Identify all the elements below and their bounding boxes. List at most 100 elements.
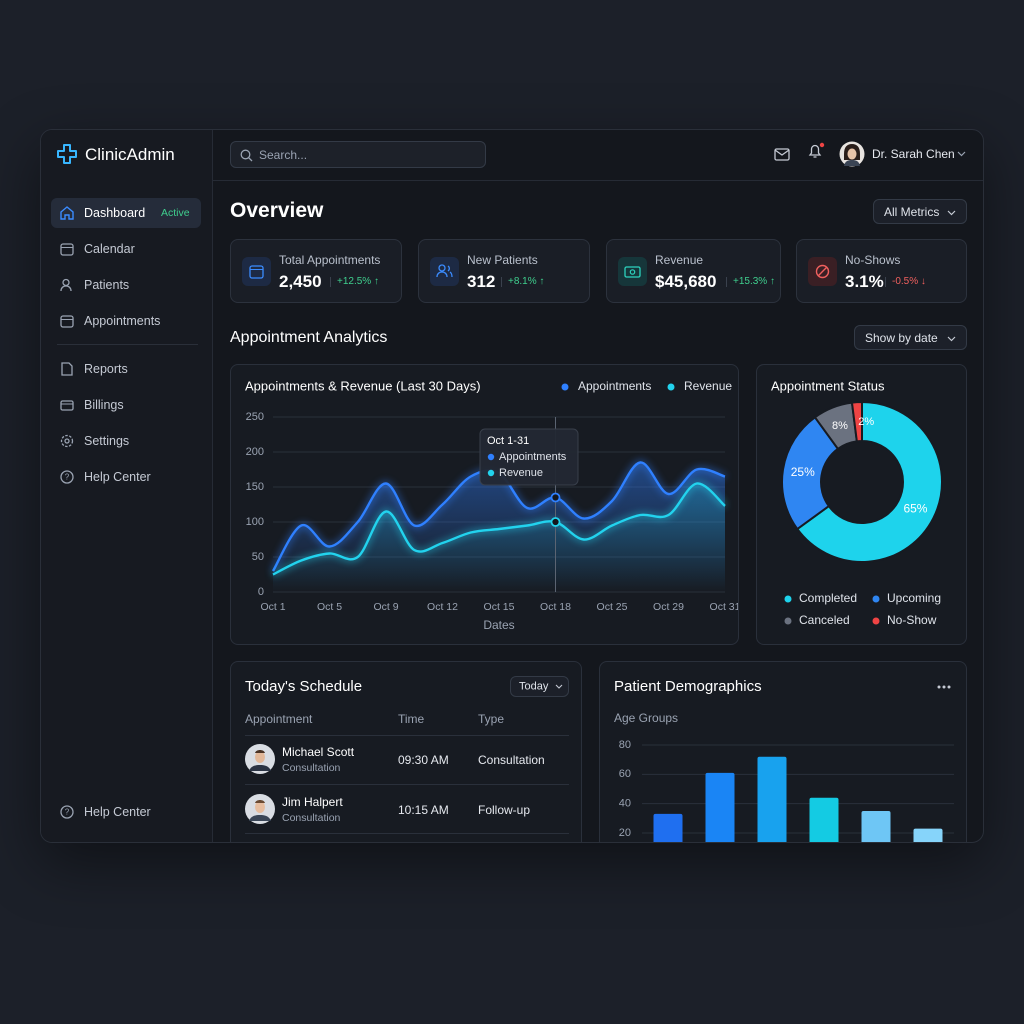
- bell-icon[interactable]: [807, 142, 825, 160]
- appointment-type: Consultation: [478, 753, 545, 767]
- nav-item[interactable]: Reports: [51, 354, 201, 384]
- donut-slice: [850, 400, 863, 443]
- y-tick-label: 150: [246, 481, 264, 493]
- patient-avatar: [245, 744, 275, 774]
- legend-dot: [784, 617, 792, 625]
- legend-label: Completed: [799, 591, 857, 605]
- metrics-filter[interactable]: All Metrics: [873, 199, 967, 224]
- donut-chart-panel: Appointment Status 65% 25% 8% 2% Completed Up…: [756, 364, 967, 645]
- chevron: [947, 336, 956, 342]
- legend-label: Upcoming: [887, 591, 941, 605]
- row-divider: [245, 735, 569, 736]
- kpi-icon: [808, 257, 837, 286]
- nav-icon: [60, 278, 72, 292]
- kpi-label: New Patients: [467, 253, 538, 267]
- nav-icon: ?: [60, 470, 74, 484]
- bar: [705, 772, 735, 842]
- appointment-type: Follow-up: [478, 803, 531, 817]
- patient-name: Michael Scott: [282, 745, 355, 759]
- sidebar: ClinicAdmin Dashboard Active Calendar Pa…: [41, 130, 213, 842]
- y-tick-label: 100: [246, 516, 264, 528]
- nav-item[interactable]: Dashboard Active: [51, 198, 201, 228]
- nav-label: Billings: [84, 398, 124, 412]
- schedule-panel: Today's Schedule Today Appointment Time …: [230, 661, 582, 842]
- logo-icon: [57, 144, 77, 164]
- nav-icon: [60, 206, 74, 220]
- kpi-icon: [430, 257, 459, 286]
- legend-dot: [872, 617, 880, 625]
- legend-label: No-Show: [887, 613, 937, 627]
- search-box[interactable]: Search...: [230, 141, 486, 168]
- nav-item[interactable]: Appointments: [51, 306, 201, 336]
- kpi-value: $45,680: [655, 272, 717, 291]
- filter-label: All Metrics: [884, 204, 940, 219]
- x-tick-label: Oct 31: [710, 601, 739, 613]
- x-tick-label: Oct 5: [317, 601, 342, 613]
- x-tick-label: Oct 15: [484, 601, 515, 613]
- tooltip-item: Revenue: [499, 467, 543, 479]
- header-divider: [212, 180, 983, 181]
- nav-divider: [57, 344, 198, 345]
- x-tick-label: Oct 12: [427, 601, 458, 613]
- filter-label: Today: [519, 680, 549, 692]
- date-filter[interactable]: Show by date: [854, 325, 967, 350]
- kpi-card: Total Appointments 2,450 +12.5% ↑: [230, 239, 402, 303]
- legend-dot: [667, 383, 675, 391]
- x-tick-label: Oct 25: [597, 601, 628, 613]
- bar: [653, 813, 683, 842]
- chart-title: Appointments & Revenue (Last 30 Days): [245, 378, 481, 393]
- nav-item[interactable]: Calendar: [51, 234, 201, 264]
- kpi-card: Revenue $45,680 +15.3% ↑: [606, 239, 781, 303]
- nav-icon: [60, 315, 74, 328]
- nav-label: Appointments: [84, 314, 161, 328]
- nav-item[interactable]: Patients: [51, 270, 201, 300]
- nav-label: Settings: [84, 434, 130, 448]
- appointment-time: 10:15 AM: [398, 803, 449, 817]
- user-name[interactable]: Dr. Sarah Chen: [872, 147, 955, 161]
- patient-name: Jim Halpert: [282, 795, 343, 809]
- nav-icon: [60, 434, 74, 448]
- y-tick-label: 0: [258, 586, 264, 598]
- kpi-value: 312: [467, 272, 496, 291]
- x-axis-label: Dates: [483, 618, 514, 632]
- nav-badge: Active: [161, 207, 190, 219]
- nav-item[interactable]: Billings: [51, 390, 201, 420]
- kpi-icon: [618, 257, 647, 286]
- legend-dot: [872, 595, 880, 603]
- user-avatar[interactable]: [839, 141, 865, 167]
- y-tick-label: 50: [252, 551, 264, 563]
- x-tick-label: Oct 29: [653, 601, 684, 613]
- panel-title: Today's Schedule: [245, 678, 363, 695]
- nav-item[interactable]: ? Help Center: [51, 797, 201, 827]
- legend-label: Appointments: [578, 379, 651, 393]
- demographics-panel: Patient Demographics Age Groups 20 40 60 80: [599, 661, 967, 842]
- kpi-change: +8.1% ↑: [501, 277, 544, 287]
- day-filter[interactable]: Today: [510, 676, 569, 697]
- hover-point: [550, 517, 561, 527]
- kpi-value: 3.1%: [845, 272, 884, 291]
- kpi-card: New Patients 312 +8.1% ↑: [418, 239, 590, 303]
- bar-chart: Patient Demographics Age Groups 20 40 60 80: [614, 678, 954, 842]
- chevron: [947, 210, 956, 216]
- y-tick-label: 60: [619, 768, 631, 780]
- nav-label: Calendar: [84, 242, 135, 256]
- tooltip-item: Appointments: [499, 451, 567, 463]
- more-menu[interactable]: [937, 685, 951, 689]
- column-header: Type: [478, 712, 505, 726]
- tooltip-dot: [487, 453, 495, 461]
- bar: [861, 811, 891, 842]
- app-name: ClinicAdmin: [85, 145, 175, 164]
- slice-label: 8%: [832, 420, 848, 432]
- donut-slice: [795, 400, 943, 563]
- column-header: Time: [398, 712, 425, 726]
- nav-label: Help Center: [84, 470, 151, 484]
- slice-label: 25%: [791, 465, 815, 479]
- row-divider: [245, 833, 569, 834]
- nav-icon: [60, 243, 74, 256]
- nav-item[interactable]: Settings: [51, 426, 201, 456]
- y-tick-label: 250: [246, 411, 264, 423]
- tooltip: [479, 428, 579, 486]
- bar: [757, 756, 787, 842]
- nav-item[interactable]: ? Help Center: [51, 462, 201, 492]
- mail-icon[interactable]: [774, 148, 790, 161]
